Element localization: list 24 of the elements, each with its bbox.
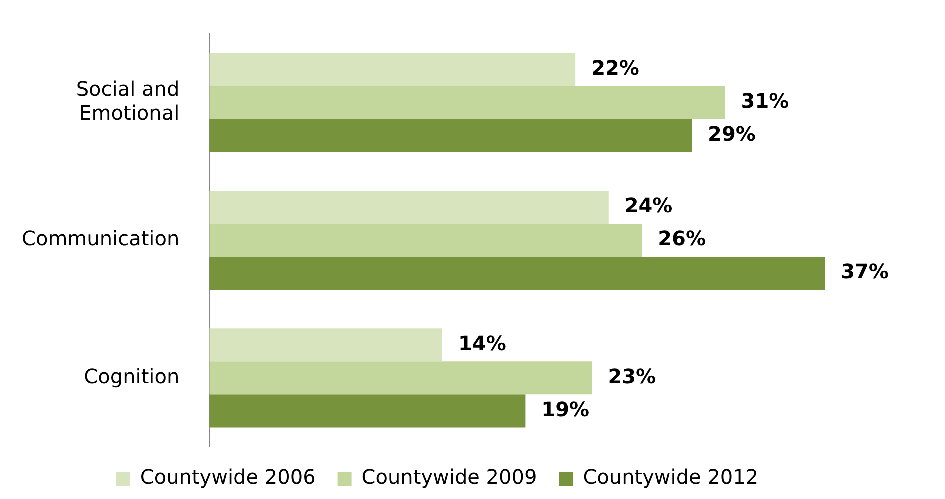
data-label: 29% bbox=[708, 122, 756, 146]
bar bbox=[210, 362, 592, 395]
data-label: 37% bbox=[841, 260, 889, 284]
bar bbox=[210, 86, 726, 120]
data-label: 19% bbox=[542, 397, 590, 422]
bar bbox=[210, 119, 692, 152]
y-tick-label: Communication bbox=[22, 226, 180, 251]
bar bbox=[210, 328, 443, 362]
y-tick-label: Social and Emotional bbox=[76, 77, 180, 126]
data-label: 22% bbox=[592, 56, 640, 80]
data-label: 31% bbox=[741, 89, 790, 114]
bar bbox=[210, 53, 576, 86]
data-label: 14% bbox=[458, 331, 506, 356]
data-label: 23% bbox=[608, 364, 656, 388]
data-label: 24% bbox=[624, 194, 673, 218]
data-label: 26% bbox=[658, 226, 706, 251]
legend-label: Countywide 2006 bbox=[140, 465, 316, 490]
bar bbox=[210, 257, 826, 290]
y-tick-label: Cognition bbox=[84, 364, 180, 388]
bar bbox=[210, 190, 609, 224]
bar bbox=[210, 224, 642, 258]
legend-label: Countywide 2012 bbox=[583, 465, 759, 490]
legend-label: Countywide 2009 bbox=[362, 465, 538, 490]
bar bbox=[210, 394, 526, 428]
